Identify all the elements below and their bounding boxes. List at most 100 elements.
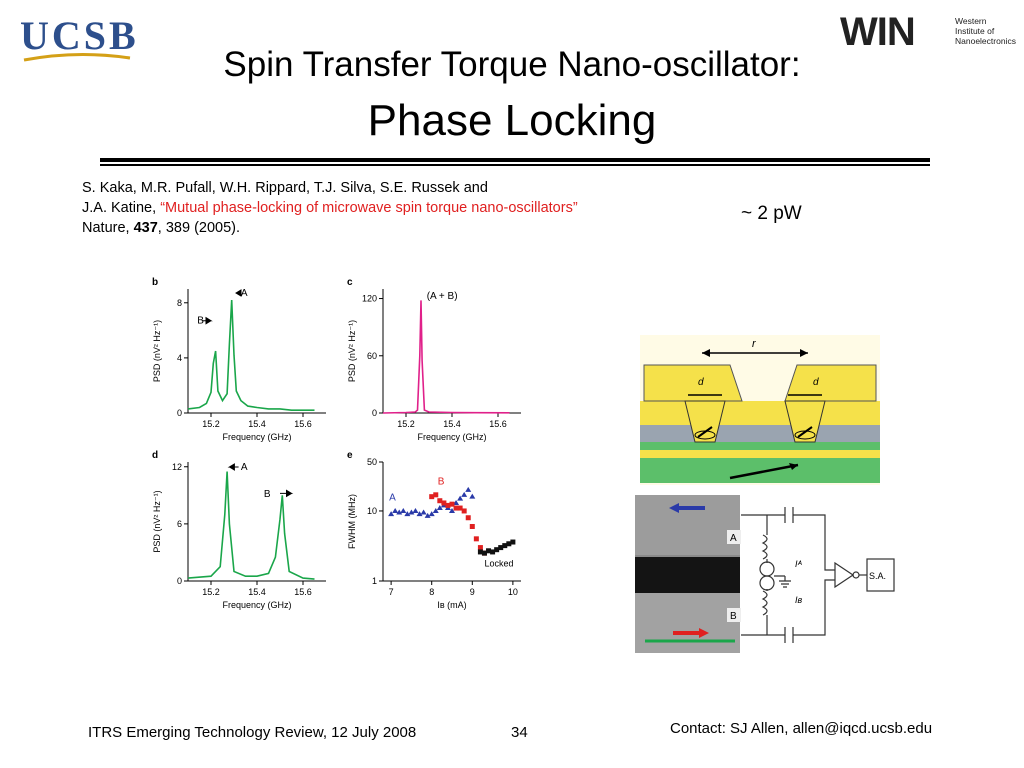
data-point-b — [465, 515, 471, 521]
x-axis-label: Frequency (GHz) — [222, 600, 291, 610]
axes — [187, 462, 326, 582]
citation-pages: , 389 (2005). — [157, 220, 241, 236]
data-point-a — [432, 507, 439, 513]
citation-authors-cont: J.A. Katine, — [82, 200, 161, 216]
x-tick-label: 15.6 — [489, 419, 507, 429]
x-tick-label: 9 — [470, 587, 475, 597]
win-sub-line: Institute of — [955, 26, 995, 36]
citation-paper-title: “Mutual phase-locking of microwave spin … — [160, 200, 578, 216]
win-sub-line: Western — [955, 16, 987, 26]
moment-arrow-left — [697, 426, 713, 438]
y-tick-label: 0 — [177, 408, 182, 418]
data-point-b — [433, 492, 439, 498]
citation: S. Kaka, M.R. Pufall, W.H. Rippard, T.J.… — [82, 178, 602, 238]
data-point-locked — [477, 549, 483, 555]
series-line — [187, 471, 315, 580]
d-label-right: d — [813, 377, 819, 388]
y-axis-label: FWHM (MHz) — [347, 494, 357, 549]
spacer-layer — [640, 450, 880, 458]
y-tick-label: 12 — [172, 462, 182, 472]
data-point-locked — [506, 541, 512, 547]
title-rule — [100, 158, 930, 162]
data-point-b — [441, 500, 447, 506]
series-label-locked: Locked — [484, 559, 513, 569]
y-tick-label: 6 — [177, 519, 182, 529]
micrograph-bottom — [635, 593, 740, 653]
micrograph-circuit-diagram: A B Iᴬ Iʙ S.A. — [635, 495, 895, 653]
left-contact — [643, 364, 743, 402]
win-logo: WIN — [840, 10, 916, 54]
data-point-b — [469, 523, 475, 529]
circuit-label-ib: Iʙ — [795, 595, 803, 605]
panel-letter: e — [347, 450, 353, 461]
data-point-a — [416, 511, 423, 517]
x-tick-label: 15.4 — [248, 419, 266, 429]
micro-label-b: B — [730, 611, 737, 622]
x-axis-label: Frequency (GHz) — [222, 432, 291, 442]
axes — [382, 289, 521, 414]
fixed-layer-arrowhead — [789, 463, 798, 470]
y-axis-label: PSD (nV² Hz⁻¹) — [152, 320, 162, 382]
peak-arrow-a — [235, 289, 242, 297]
data-point-b — [453, 505, 459, 511]
data-point-a — [392, 507, 399, 513]
citation-volume: 437 — [133, 220, 158, 236]
bottom-layer — [640, 458, 880, 483]
data-point-a — [424, 512, 431, 518]
fixed-layer-arrow — [729, 463, 799, 480]
peak-label-b: B — [264, 489, 271, 500]
x-tick-label: 15.6 — [294, 587, 312, 597]
x-tick-label: 15.2 — [397, 419, 415, 429]
peak-label-a: A — [241, 288, 248, 299]
x-axis-label: Iʙ (mA) — [437, 600, 466, 610]
citation-authors: S. Kaka, M.R. Pufall, W.H. Rippard, T.J.… — [82, 180, 488, 196]
x-tick-label: 15.4 — [248, 587, 266, 597]
y-axis-label: PSD (nV² Hz⁻¹) — [347, 320, 357, 382]
data-point-locked — [481, 550, 487, 556]
right-contact — [784, 364, 877, 402]
peak-arrow-b — [280, 489, 294, 498]
free-layer — [640, 442, 880, 450]
data-point-a — [465, 486, 472, 492]
peak-arrow-b — [201, 316, 213, 325]
slide-number: 34 — [511, 724, 528, 741]
data-point-b — [449, 501, 455, 507]
data-point-b — [437, 498, 443, 504]
y-tick-label: 0 — [372, 408, 377, 418]
data-point-locked — [494, 547, 500, 553]
panel-letter: d — [152, 450, 158, 461]
y-tick-label: 4 — [177, 353, 182, 363]
x-tick-label: 15.2 — [202, 419, 220, 429]
panel-letter: c — [347, 277, 353, 288]
data-point-a — [469, 493, 476, 499]
title-rule-thin — [100, 164, 930, 166]
device-cross-section-diagram: r d d — [640, 335, 880, 485]
y-tick-label: 0 — [177, 576, 182, 586]
circuit-label-ia: Iᴬ — [795, 559, 803, 569]
micrograph-top — [635, 495, 740, 555]
power-note: ~ 2 pW — [741, 203, 802, 224]
ucsb-logo: UCSB — [20, 13, 139, 58]
y-tick-label: 60 — [367, 351, 377, 361]
y-tick-label: 1 — [372, 576, 377, 586]
slide-subtitle: Phase Locking — [367, 96, 657, 145]
x-tick-label: 15.4 — [443, 419, 461, 429]
peak-label-ab: (A + B) — [427, 291, 458, 302]
series-label-a: A — [389, 493, 396, 504]
axes — [187, 289, 326, 414]
footer-conference: ITRS Emerging Technology Review, 12 July… — [88, 724, 417, 741]
label-b-bg — [727, 608, 741, 622]
data-point-b — [445, 502, 451, 508]
x-tick-label: 8 — [429, 587, 434, 597]
x-tick-label: 15.6 — [294, 419, 312, 429]
citation-journal: Nature, — [82, 220, 134, 236]
moment-arrow-right — [797, 426, 813, 438]
label-a-bg — [727, 530, 741, 544]
series-line — [187, 299, 315, 411]
data-point-a — [408, 509, 415, 515]
blue-arrowhead — [669, 503, 679, 513]
y-tick-label: 50 — [367, 457, 377, 467]
data-point-a — [412, 507, 419, 513]
